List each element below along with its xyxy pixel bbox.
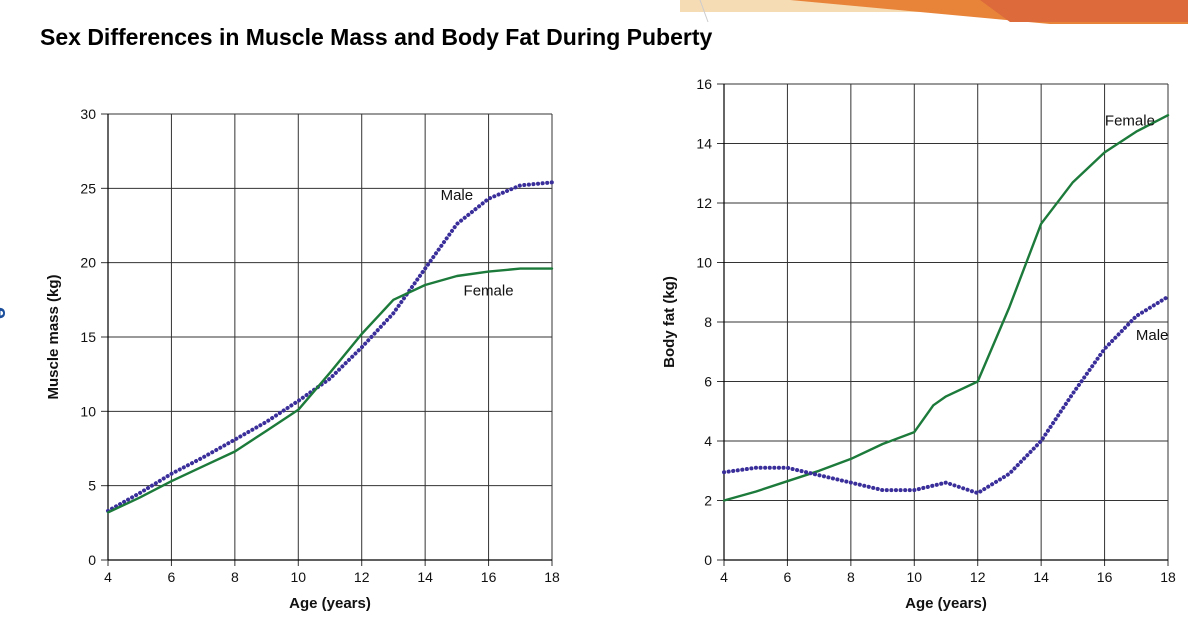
series-annotation: Male xyxy=(441,187,474,204)
y-tick-label: 0 xyxy=(88,552,96,568)
series-line-female xyxy=(106,267,554,514)
x-tick-label: 6 xyxy=(168,569,176,585)
page-title: Sex Differences in Muscle Mass and Body … xyxy=(40,24,713,50)
chart-area: 4 6 8 10 12 14 16 18 0 5 10 15 20 25 30 Age (years) Musc… xyxy=(40,70,1180,622)
x-tick-label: 8 xyxy=(231,569,239,585)
x-axis-label: Age (years) xyxy=(289,595,371,612)
y-tick-label: 14 xyxy=(696,136,712,152)
x-tick-label: 12 xyxy=(354,569,370,585)
x-tick-label: 8 xyxy=(847,569,855,585)
x-tick-label: 10 xyxy=(290,569,306,585)
series-line-male xyxy=(722,294,1170,496)
y-tick-label: 10 xyxy=(80,403,96,419)
y-tick-label: 20 xyxy=(80,255,96,271)
y-tick-label: 5 xyxy=(88,478,96,494)
series-annotation: Female xyxy=(464,282,514,299)
y-tick-label: 6 xyxy=(704,374,712,390)
y-tick-label: 8 xyxy=(704,314,712,330)
y-tick-label: 12 xyxy=(696,195,712,211)
series-line-male xyxy=(106,180,554,513)
x-tick-label: 18 xyxy=(544,569,560,585)
x-tick-label: 6 xyxy=(784,569,792,585)
slide-divider-line xyxy=(699,0,709,23)
chart-1: 4 6 8 10 12 14 16 18 0 5 10 15 20 25 30 Age (years) Musc… xyxy=(45,106,560,612)
y-tick-label: 30 xyxy=(80,106,96,122)
y-axis-label: Muscle mass (kg) xyxy=(45,274,62,399)
x-tick-label: 14 xyxy=(417,569,433,585)
x-axis-label: Age (years) xyxy=(905,595,987,612)
chart-2: 4 6 8 10 12 14 16 18 0 2 4 6 8 10 12 14 16 Age (years) Bod… xyxy=(661,76,1176,612)
x-tick-label: 14 xyxy=(1033,569,1049,585)
y-tick-label: 4 xyxy=(704,433,712,449)
side-letter-fragment: e xyxy=(0,307,13,319)
series-annotation: Female xyxy=(1105,113,1155,130)
y-tick-label: 16 xyxy=(696,76,712,92)
y-tick-label: 0 xyxy=(704,552,712,568)
series-annotation: Male xyxy=(1136,327,1169,344)
y-axis-label: Body fat (kg) xyxy=(661,276,678,368)
y-tick-label: 15 xyxy=(80,329,96,345)
series-line-female xyxy=(722,114,1170,502)
x-tick-label: 16 xyxy=(481,569,497,585)
slide-accent-red xyxy=(980,0,1188,22)
x-tick-label: 12 xyxy=(970,569,986,585)
x-tick-label: 4 xyxy=(104,569,112,585)
x-tick-label: 18 xyxy=(1160,569,1176,585)
y-tick-label: 2 xyxy=(704,493,712,509)
x-tick-label: 16 xyxy=(1097,569,1113,585)
y-tick-label: 25 xyxy=(80,180,96,196)
x-tick-label: 4 xyxy=(720,569,728,585)
x-tick-label: 10 xyxy=(906,569,922,585)
y-tick-label: 10 xyxy=(696,255,712,271)
